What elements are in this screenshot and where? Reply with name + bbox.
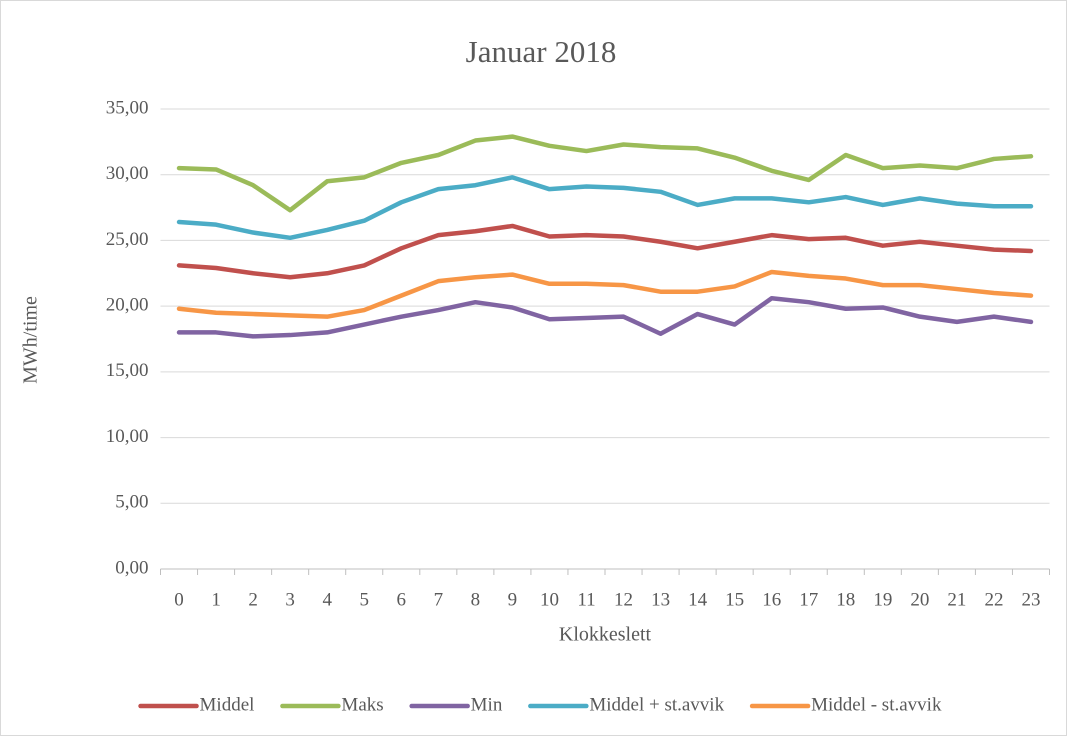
x-tick-label: 15 (725, 589, 744, 610)
series-line (176, 134, 1034, 213)
legend-label: Min (471, 694, 503, 715)
x-tick-label: 2 (248, 589, 258, 610)
x-tick-label: 23 (1021, 589, 1040, 610)
x-tick-label: 14 (688, 589, 708, 610)
chart-title: Januar 2018 (466, 34, 617, 69)
series-line (176, 269, 1034, 319)
x-axis-label: Klokkeslett (559, 624, 652, 646)
x-tick-label: 9 (508, 589, 518, 610)
x-tick-label: 6 (397, 589, 407, 610)
y-tick-label: 35,00 (106, 97, 149, 118)
legend-label: Maks (341, 694, 383, 715)
x-tick-label: 21 (947, 589, 966, 610)
legend-label: Middel (200, 694, 255, 715)
legend-label: Middel - st.avvik (811, 694, 942, 715)
y-tick-label: 25,00 (106, 229, 149, 250)
x-tick-label: 11 (577, 589, 595, 610)
x-tick-label: 18 (836, 589, 855, 610)
series-line (176, 223, 1034, 280)
x-tick-label: 22 (984, 589, 1003, 610)
y-tick-label: 0,00 (115, 557, 148, 578)
series-line (176, 296, 1034, 339)
x-tick-label: 20 (910, 589, 929, 610)
x-tick-label: 17 (799, 589, 818, 610)
x-tick-label: 4 (322, 589, 332, 610)
x-tick-label: 7 (434, 589, 444, 610)
y-tick-label: 10,00 (106, 426, 149, 447)
y-tick-label: 5,00 (115, 492, 148, 513)
x-tick-label: 12 (614, 589, 633, 610)
x-tick-label: 8 (471, 589, 481, 610)
x-tick-label: 1 (211, 589, 221, 610)
y-tick-label: 15,00 (106, 360, 149, 381)
y-tick-label: 20,00 (106, 295, 149, 316)
series-line (176, 175, 1034, 241)
x-tick-label: 19 (873, 589, 892, 610)
x-tick-label: 3 (285, 589, 295, 610)
y-tick-label: 30,00 (106, 163, 149, 184)
x-tick-label: 10 (540, 589, 559, 610)
x-tick-label: 5 (359, 589, 369, 610)
x-tick-label: 13 (651, 589, 670, 610)
x-tick-label: 16 (762, 589, 781, 610)
y-axis-label: MWh/time (20, 296, 42, 384)
x-tick-label: 0 (174, 589, 184, 610)
legend-label: Middel + st.avvik (589, 694, 724, 715)
